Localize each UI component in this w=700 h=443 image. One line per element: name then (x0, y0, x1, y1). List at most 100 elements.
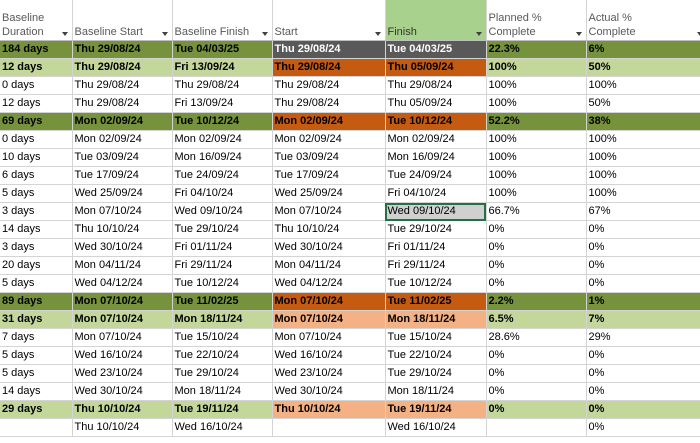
cell-baseline-finish[interactable]: Tue 24/09/24 (172, 166, 273, 185)
cell-finish[interactable]: Fri 01/11/24 (385, 238, 487, 257)
cell-planned-complete[interactable] (486, 418, 587, 437)
cell-baseline-duration[interactable]: 0 days (0, 130, 73, 149)
cell-baseline-finish[interactable]: Fri 13/09/24 (172, 58, 273, 77)
cell-finish[interactable]: Mon 02/09/24 (385, 130, 487, 149)
cell-baseline-finish[interactable]: Fri 04/10/24 (172, 184, 273, 203)
cell-start[interactable]: Wed 25/09/24 (272, 184, 386, 203)
cell-baseline-duration[interactable]: 12 days (0, 58, 73, 77)
filter-dropdown-icon[interactable] (374, 32, 381, 36)
cell-planned-complete[interactable]: 2.2% (486, 292, 587, 311)
cell-planned-complete[interactable]: 0% (486, 274, 587, 293)
cell-finish[interactable]: Mon 18/11/24 (385, 382, 487, 401)
cell-planned-complete[interactable]: 100% (486, 148, 587, 167)
cell-finish[interactable]: Tue 10/12/24 (385, 274, 487, 293)
cell-baseline-start[interactable]: Mon 07/10/24 (72, 292, 173, 311)
cell-start[interactable]: Mon 07/10/24 (272, 292, 386, 311)
cell-actual-complete[interactable]: 0% (586, 256, 700, 275)
cell-baseline-finish[interactable]: Fri 29/11/24 (172, 256, 273, 275)
cell-start[interactable]: Wed 30/10/24 (272, 382, 386, 401)
cell-baseline-start[interactable]: Mon 02/09/24 (72, 130, 173, 149)
cell-baseline-duration[interactable]: 5 days (0, 346, 73, 365)
cell-finish[interactable]: Mon 16/09/24 (385, 148, 487, 167)
cell-start[interactable]: Tue 03/09/24 (272, 148, 386, 167)
cell-planned-complete[interactable]: 0% (486, 364, 587, 383)
cell-planned-complete[interactable]: 100% (486, 76, 587, 95)
cell-planned-complete[interactable]: 100% (486, 58, 587, 77)
cell-finish[interactable]: Fri 04/10/24 (385, 184, 487, 203)
cell-baseline-start[interactable]: Wed 16/10/24 (72, 346, 173, 365)
cell-start[interactable]: Thu 10/10/24 (272, 220, 386, 239)
cell-planned-complete[interactable]: 100% (486, 94, 587, 113)
filter-dropdown-icon[interactable] (261, 32, 268, 36)
cell-start[interactable]: Wed 30/10/24 (272, 238, 386, 257)
cell-planned-complete[interactable]: 0% (486, 220, 587, 239)
cell-actual-complete[interactable]: 0% (586, 364, 700, 383)
cell-baseline-finish[interactable]: Mon 16/09/24 (172, 148, 273, 167)
cell-baseline-duration[interactable]: 5 days (0, 364, 73, 383)
cell-start[interactable]: Mon 07/10/24 (272, 328, 386, 347)
cell-baseline-duration[interactable]: 5 days (0, 274, 73, 293)
cell-start[interactable]: Mon 07/10/24 (272, 310, 386, 329)
cell-finish[interactable]: Mon 18/11/24 (385, 310, 487, 329)
cell-baseline-duration[interactable]: 14 days (0, 382, 73, 401)
cell-baseline-finish[interactable]: Tue 04/03/25 (172, 40, 273, 59)
cell-start[interactable]: Mon 02/09/24 (272, 112, 386, 131)
cell-planned-complete[interactable]: 0% (486, 382, 587, 401)
cell-baseline-finish[interactable]: Wed 09/10/24 (172, 202, 273, 221)
cell-finish[interactable]: Tue 29/10/24 (385, 364, 487, 383)
cell-baseline-start[interactable]: Wed 30/10/24 (72, 238, 173, 257)
cell-baseline-start[interactable]: Thu 10/10/24 (72, 220, 173, 239)
cell-start[interactable] (272, 418, 386, 437)
filter-dropdown-icon[interactable] (161, 32, 168, 36)
cell-baseline-duration[interactable]: 5 days (0, 184, 73, 203)
cell-planned-complete[interactable]: 0% (486, 256, 587, 275)
cell-actual-complete[interactable]: 0% (586, 220, 700, 239)
cell-actual-complete[interactable]: 0% (586, 382, 700, 401)
column-header-baseline-finish[interactable]: Baseline Finish (172, 0, 273, 41)
column-header-actual-complete[interactable]: Actual % Complete (586, 0, 700, 41)
cell-start[interactable]: Mon 04/11/24 (272, 256, 386, 275)
cell-actual-complete[interactable]: 29% (586, 328, 700, 347)
cell-baseline-start[interactable]: Wed 23/10/24 (72, 364, 173, 383)
cell-actual-complete[interactable]: 100% (586, 166, 700, 185)
cell-start[interactable]: Mon 07/10/24 (272, 202, 386, 221)
cell-baseline-start[interactable]: Wed 25/09/24 (72, 184, 173, 203)
cell-baseline-finish[interactable]: Fri 01/11/24 (172, 238, 273, 257)
cell-actual-complete[interactable]: 50% (586, 94, 700, 113)
cell-baseline-finish[interactable]: Tue 29/10/24 (172, 220, 273, 239)
cell-finish[interactable]: Thu 29/08/24 (385, 76, 487, 95)
cell-baseline-start[interactable]: Wed 30/10/24 (72, 382, 173, 401)
cell-actual-complete[interactable]: 0% (586, 418, 700, 437)
cell-baseline-start[interactable]: Mon 07/10/24 (72, 310, 173, 329)
cell-baseline-start[interactable]: Thu 29/08/24 (72, 76, 173, 95)
cell-baseline-duration[interactable]: 6 days (0, 166, 73, 185)
cell-actual-complete[interactable]: 0% (586, 238, 700, 257)
cell-finish[interactable]: Wed 09/10/24 (385, 202, 487, 221)
cell-baseline-finish[interactable]: Tue 11/02/25 (172, 292, 273, 311)
cell-finish[interactable]: Tue 29/10/24 (385, 220, 487, 239)
cell-baseline-finish[interactable]: Tue 10/12/24 (172, 274, 273, 293)
column-header-baseline-duration[interactable]: Baseline Duration (0, 0, 73, 41)
cell-finish[interactable]: Tue 04/03/25 (385, 40, 487, 59)
cell-actual-complete[interactable]: 0% (586, 346, 700, 365)
cell-planned-complete[interactable]: 100% (486, 184, 587, 203)
filter-dropdown-icon[interactable] (575, 32, 582, 36)
cell-planned-complete[interactable]: 0% (486, 238, 587, 257)
cell-planned-complete[interactable]: 100% (486, 130, 587, 149)
cell-planned-complete[interactable]: 100% (486, 166, 587, 185)
cell-finish[interactable]: Thu 05/09/24 (385, 58, 487, 77)
cell-actual-complete[interactable]: 1% (586, 292, 700, 311)
cell-baseline-start[interactable]: Thu 10/10/24 (72, 400, 173, 419)
cell-actual-complete[interactable]: 0% (586, 400, 700, 419)
cell-finish[interactable]: Tue 15/10/24 (385, 328, 487, 347)
cell-actual-complete[interactable]: 0% (586, 274, 700, 293)
cell-baseline-duration[interactable]: 20 days (0, 256, 73, 275)
cell-planned-complete[interactable]: 28.6% (486, 328, 587, 347)
cell-planned-complete[interactable]: 6.5% (486, 310, 587, 329)
cell-start[interactable]: Thu 29/08/24 (272, 94, 386, 113)
cell-finish[interactable]: Thu 05/09/24 (385, 94, 487, 113)
cell-baseline-start[interactable]: Thu 29/08/24 (72, 40, 173, 59)
cell-baseline-start[interactable]: Wed 04/12/24 (72, 274, 173, 293)
column-header-start[interactable]: Start (272, 0, 386, 41)
cell-actual-complete[interactable]: 100% (586, 148, 700, 167)
